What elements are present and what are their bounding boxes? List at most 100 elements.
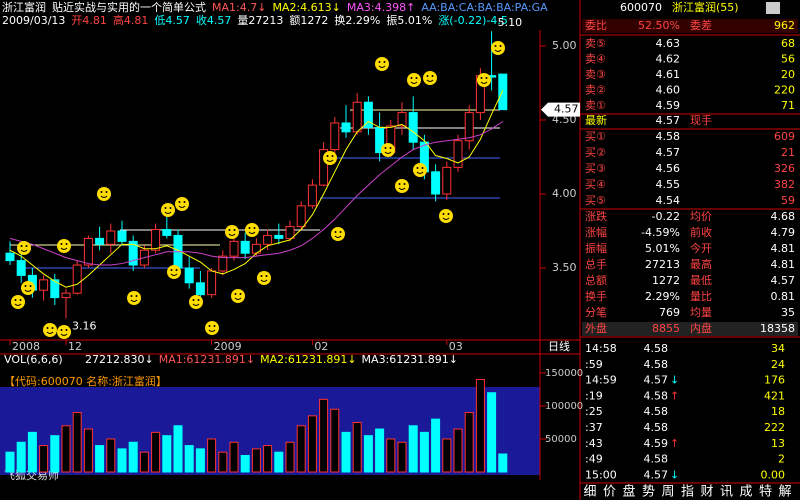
- smiley-eye: [265, 275, 268, 277]
- quote-cell: 涨幅: [585, 226, 607, 239]
- smiley-mouth: [164, 211, 172, 214]
- smiley-mouth: [494, 49, 502, 52]
- volume-bar: [162, 435, 172, 473]
- menu-item[interactable]: 细: [583, 485, 596, 500]
- quote-cell: 13: [771, 437, 785, 450]
- quote-cell: 分笔: [585, 305, 607, 319]
- volume-bar: [296, 425, 306, 473]
- volume-bar: [173, 425, 183, 473]
- y-tick-label: 4.00: [552, 187, 577, 200]
- quote-cell: :59: [585, 358, 603, 371]
- volume-bar: [442, 438, 452, 473]
- candle-body: [274, 234, 284, 239]
- header-item: 浙江富润: [2, 0, 46, 14]
- smiley-eye: [334, 231, 337, 233]
- volume-bar: [184, 445, 194, 473]
- candle-body: [285, 226, 295, 239]
- menu-item[interactable]: 盘: [622, 484, 635, 500]
- smiley-eye: [213, 325, 216, 327]
- quote-cell: 27213: [645, 258, 680, 271]
- volume-bar: [139, 451, 149, 473]
- toggle-icon[interactable]: [766, 2, 780, 14]
- quote-cell: -4.59%: [641, 226, 680, 239]
- smiley-eye: [431, 75, 434, 77]
- volume-bar: [285, 441, 295, 473]
- legend-item: MA2:61231.891↓: [260, 353, 356, 366]
- volume-bar: [195, 448, 205, 473]
- volume-bar: [386, 438, 396, 473]
- smiley: [381, 143, 395, 157]
- quote-cell: 14:58: [585, 342, 617, 355]
- outer-inner-bg: [582, 322, 798, 336]
- smiley-mouth: [60, 247, 68, 250]
- quote-cell: 内盘: [690, 321, 712, 335]
- candle-body: [319, 149, 329, 186]
- smiley-mouth: [100, 195, 108, 198]
- x-tick-label: 2009: [214, 340, 242, 353]
- volume-bar: [352, 421, 362, 473]
- smiley-eye: [100, 191, 103, 193]
- candle-body: [184, 267, 194, 284]
- volume-bar: [5, 451, 15, 473]
- candle-body: [453, 140, 463, 168]
- smiley-eye: [51, 327, 54, 329]
- menu-item[interactable]: 财: [700, 485, 713, 500]
- smiley-eye: [175, 269, 178, 271]
- candle-body: [307, 184, 317, 207]
- volume-bar: [408, 425, 418, 473]
- quote-cell: 换手: [585, 289, 607, 303]
- volume-bar: [95, 445, 105, 473]
- menu-item[interactable]: 价: [603, 485, 616, 500]
- menu-item[interactable]: 指: [681, 485, 694, 500]
- menu-item[interactable]: 周: [661, 485, 674, 500]
- smiley-eye: [326, 155, 329, 157]
- y-tick-label: 5.00: [552, 39, 577, 52]
- candle-body: [61, 292, 71, 299]
- period-label[interactable]: 日线: [548, 339, 570, 353]
- menu-item[interactable]: 成: [739, 485, 752, 500]
- smiley: [205, 321, 219, 335]
- quote-cell: 382: [774, 178, 795, 191]
- quote-cell: 18: [771, 405, 785, 418]
- header-item: 换2.29%: [334, 13, 380, 27]
- candle-body: [341, 122, 351, 133]
- smiley-eye: [228, 229, 231, 231]
- quote-cell: 买④: [585, 178, 606, 191]
- quote-cell: 71: [781, 99, 795, 112]
- smiley-eye: [164, 207, 167, 209]
- quote-cell: 4.81: [771, 242, 796, 255]
- quote-cell: 均量: [690, 306, 712, 319]
- candle-body: [128, 240, 138, 266]
- candle-body: [106, 230, 116, 245]
- quote-cell: 卖③: [585, 68, 606, 81]
- quote-cell: 最高: [690, 257, 712, 271]
- smiley: [257, 271, 271, 285]
- menu-item[interactable]: 解: [778, 485, 791, 500]
- y-tick-label: 100000: [545, 401, 583, 412]
- menu-item[interactable]: 讯: [720, 485, 733, 500]
- smiley: [477, 73, 491, 87]
- quote-cell: 4.81: [771, 258, 796, 271]
- smiley-mouth: [410, 81, 418, 84]
- quote-cell: 4.68: [771, 210, 796, 223]
- quote-cell: 2.29%: [645, 290, 680, 303]
- quote-cell: 609: [774, 130, 795, 143]
- candle-body: [151, 229, 161, 251]
- header-item: 开4.81: [71, 14, 107, 27]
- candle-body: [498, 73, 508, 111]
- smiley: [161, 203, 175, 217]
- quote-cell: 1272: [652, 274, 680, 287]
- menu-item[interactable]: 势: [642, 484, 655, 500]
- header-line: 2009/03/13 开4.81 高4.81 低4.57 收4.57 量27213 额127…: [2, 13, 508, 27]
- quote-cell: 振幅: [585, 241, 607, 255]
- candle-body: [296, 205, 306, 228]
- smiley-eye: [135, 295, 138, 297]
- smiley-mouth: [170, 273, 178, 276]
- smiley-eye: [170, 269, 173, 271]
- candle-body: [207, 270, 217, 296]
- smiley-mouth: [208, 329, 216, 332]
- price-annotation: 5.10: [498, 16, 522, 29]
- menu-item[interactable]: 特: [759, 485, 772, 500]
